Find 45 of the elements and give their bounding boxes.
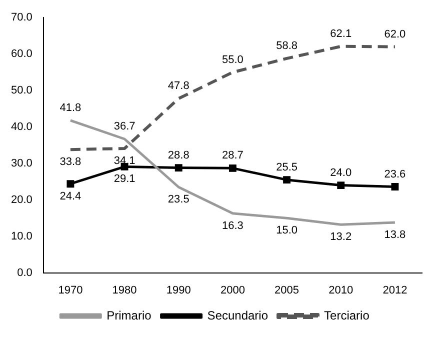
x-tick-label: 1980 <box>112 284 137 296</box>
data-label: 13.8 <box>384 229 406 242</box>
x-tick-label: 1990 <box>166 284 191 296</box>
data-label: 36.7 <box>114 120 136 133</box>
y-tick-label: 0.0 <box>17 266 32 279</box>
data-label: 24.4 <box>60 190 82 202</box>
data-label: 29.1 <box>114 173 136 186</box>
x-tick-label: 1970 <box>58 284 83 296</box>
data-label: 34.1 <box>114 155 136 168</box>
x-tick-label: 2010 <box>328 284 354 296</box>
y-tick-label: 70.0 <box>10 12 32 24</box>
y-tick-label: 50.0 <box>10 84 32 97</box>
data-label: 62.0 <box>384 28 406 40</box>
legend-label: Secundario <box>207 308 268 322</box>
x-tick-label: 2000 <box>220 284 245 296</box>
point <box>66 180 74 188</box>
y-tick-label: 40.0 <box>10 121 32 134</box>
y-tick-label: 10.0 <box>10 230 32 242</box>
data-label: 62.1 <box>330 28 352 40</box>
y-tick-label: 30.0 <box>10 157 32 170</box>
x-tick-label: 2012 <box>382 284 408 296</box>
data-label: 23.5 <box>168 194 190 206</box>
legend-label: Terciario <box>324 308 370 322</box>
data-label: 13.2 <box>330 231 352 244</box>
point <box>174 164 182 172</box>
x-tick-label: 2005 <box>274 284 300 296</box>
y-tick-label: 20.0 <box>10 194 32 206</box>
point <box>391 183 399 190</box>
data-label: 23.6 <box>384 168 406 180</box>
data-label: 28.7 <box>222 150 244 162</box>
y-tick-label: 60.0 <box>10 48 32 60</box>
point <box>337 182 345 190</box>
data-label: 24.0 <box>330 166 352 179</box>
legend-label: Primario <box>106 308 152 322</box>
data-label: 47.8 <box>168 80 190 92</box>
data-label: 55.0 <box>222 54 244 66</box>
point <box>228 164 236 172</box>
point <box>283 176 291 184</box>
data-label: 58.8 <box>276 40 298 52</box>
data-label: 41.8 <box>60 102 82 114</box>
data-label: 25.5 <box>276 161 298 174</box>
data-label: 16.3 <box>222 220 244 232</box>
data-label: 15.0 <box>276 224 298 237</box>
data-label: 28.8 <box>168 149 190 162</box>
data-label: 33.8 <box>60 156 82 168</box>
